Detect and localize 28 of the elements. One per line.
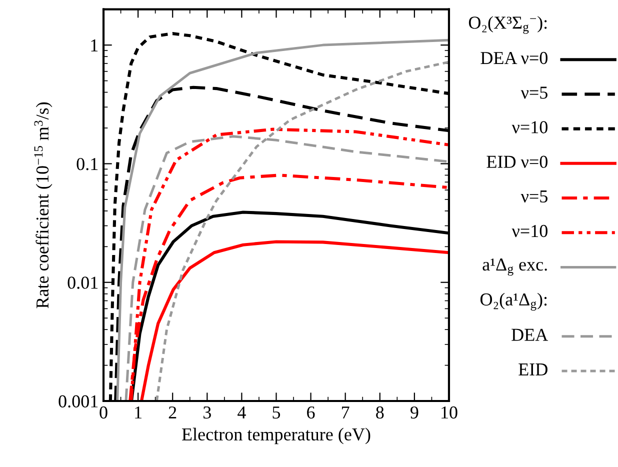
- x-tick-label: 8: [376, 406, 384, 419]
- legend-label: a¹Δ$_{g}$ exc.: [482, 258, 547, 276]
- x-tick-label: 6: [307, 406, 315, 419]
- legend-label: EID ν=0: [486, 156, 548, 168]
- y-tick-label: 1: [91, 39, 98, 52]
- legend-label: DEA: [512, 328, 548, 341]
- legend-label: ν=5: [520, 190, 548, 203]
- legend-label: DEA ν=0: [480, 52, 548, 64]
- text: O₂(X³Σ$_{g}$$^{−}$):: [468, 16, 547, 34]
- legend-label: EID: [518, 364, 548, 376]
- x-tick-label: 9: [410, 406, 418, 419]
- y-axis-title: Rate coefficient (10$^{−15}$ m$^{3}$/s): [34, 102, 52, 308]
- x-axis-title: Electron temperature (eV): [182, 428, 370, 444]
- x-tick-label: 3: [204, 406, 211, 419]
- x-tick-label: 2: [168, 406, 176, 418]
- y-tick-label: 0.001: [58, 395, 98, 408]
- legend-label: ν=10: [512, 121, 548, 134]
- legend-label: ν=10: [512, 224, 548, 238]
- text: O₂(a¹Δ$_{g}$):: [480, 292, 547, 311]
- legend-label: ν=5: [520, 86, 548, 99]
- y-tick-label: 0.01: [68, 276, 98, 289]
- x-tick-label: 1: [135, 406, 142, 418]
- x-tick-label: 5: [272, 406, 280, 419]
- x-tick-label: 10: [442, 406, 458, 419]
- y-tick-label: 0.1: [76, 158, 98, 170]
- x-tick-label: 0: [100, 406, 108, 419]
- x-tick-label: 4: [238, 406, 246, 418]
- x-tick-label: 7: [342, 406, 350, 418]
